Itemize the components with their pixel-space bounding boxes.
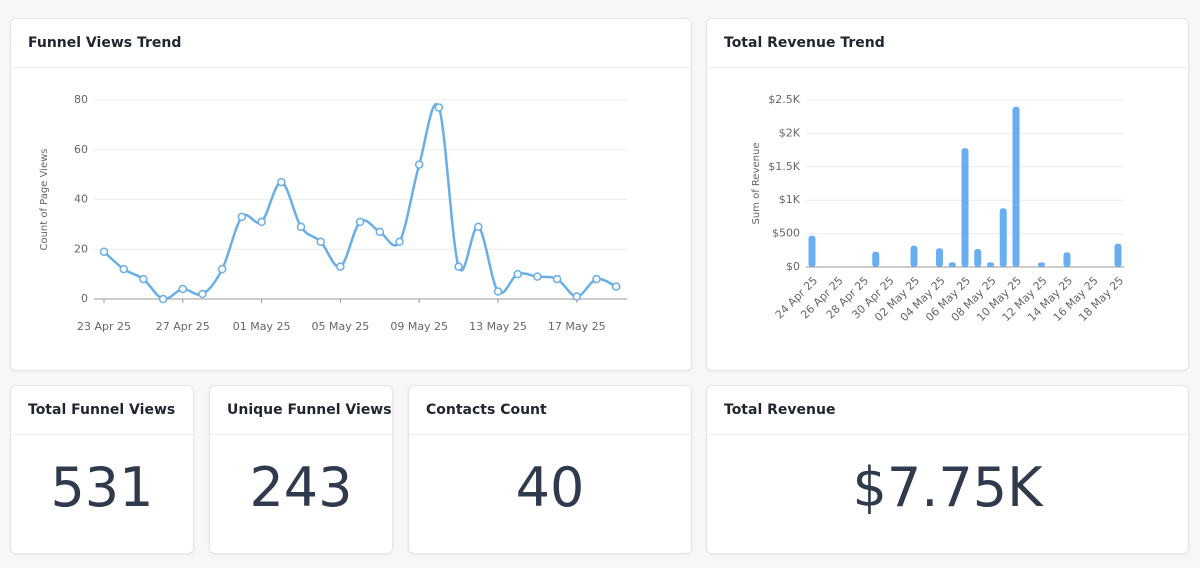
bar xyxy=(974,248,982,267)
point xyxy=(99,247,109,256)
bar xyxy=(1038,262,1045,267)
y-tick-label: 40 xyxy=(74,193,88,206)
point xyxy=(296,222,306,232)
bar xyxy=(961,148,969,267)
bar xyxy=(910,245,918,267)
point xyxy=(336,262,345,271)
point xyxy=(592,274,601,284)
point xyxy=(572,292,582,301)
bar xyxy=(872,251,880,267)
point xyxy=(237,212,247,222)
point xyxy=(355,217,365,227)
point xyxy=(257,217,266,227)
x-tick-label: 17 May 25 xyxy=(548,320,606,333)
point xyxy=(454,262,463,271)
x-tick-label: 05 May 25 xyxy=(312,320,370,333)
y-tick-label: 80 xyxy=(74,93,88,106)
point xyxy=(119,264,128,274)
y-tick-label: 20 xyxy=(74,242,88,255)
card-title: Total Revenue Trend xyxy=(707,19,1188,68)
y-tick-label: $1K xyxy=(779,193,801,206)
kpi-card: Total Revenue $7.75K xyxy=(706,385,1189,554)
kpi-card: Contacts Count 40 xyxy=(408,385,692,554)
point xyxy=(277,177,286,187)
card-title: Total Funnel Views xyxy=(11,386,193,435)
bar xyxy=(1063,252,1071,267)
bar xyxy=(936,248,943,267)
x-tick-label: 13 May 25 xyxy=(469,320,527,333)
point xyxy=(217,264,227,274)
kpi-value: 531 xyxy=(50,456,154,519)
card-title: Funnel Views Trend xyxy=(11,19,691,68)
kpi-value: $7.75K xyxy=(852,456,1043,519)
y-tick-label: $2.5K xyxy=(768,93,800,106)
point xyxy=(395,237,404,247)
y-tick-label: $500 xyxy=(772,227,800,240)
chart-card: Funnel Views Trend xyxy=(10,18,692,371)
bar xyxy=(987,262,994,267)
x-tick-label: 27 Apr 25 xyxy=(156,320,210,333)
y-axis-label: Sum of Revenue xyxy=(751,143,762,225)
y-tick-label: $1.5K xyxy=(768,160,800,173)
line xyxy=(103,103,617,301)
point xyxy=(474,222,483,232)
x-tick-label: 09 May 25 xyxy=(390,320,448,333)
point xyxy=(178,284,188,294)
y-tick-label: 0 xyxy=(81,292,88,305)
bar xyxy=(1012,106,1020,268)
y-tick-label: 60 xyxy=(74,143,88,156)
x-tick-label: 23 Apr 25 xyxy=(77,320,131,333)
kpi-card: Total Funnel Views 531 xyxy=(10,385,194,554)
bar xyxy=(948,262,956,267)
point xyxy=(198,289,207,299)
point xyxy=(158,294,168,304)
point xyxy=(375,227,385,237)
point xyxy=(414,160,424,169)
point xyxy=(139,274,148,284)
kpi-card: Unique Funnel Views 243 xyxy=(209,385,393,554)
y-tick-label: $0 xyxy=(786,260,800,273)
kpi-value: 40 xyxy=(515,456,585,519)
card-title: Unique Funnel Views xyxy=(210,386,392,435)
kpi-value: 243 xyxy=(249,456,353,519)
point xyxy=(316,237,325,247)
bar xyxy=(999,208,1007,267)
point xyxy=(533,272,542,281)
card-title: Contacts Count xyxy=(409,386,691,435)
bar xyxy=(808,235,816,267)
y-tick-label: $2K xyxy=(779,126,801,139)
point xyxy=(552,274,562,284)
point xyxy=(493,287,503,296)
point xyxy=(611,282,621,291)
card-title: Total Revenue xyxy=(707,386,1188,435)
point xyxy=(434,103,444,112)
point xyxy=(513,269,522,279)
chart-card: Total Revenue Trend xyxy=(706,18,1189,371)
bar xyxy=(1114,243,1122,267)
x-tick-label: 01 May 25 xyxy=(233,320,291,333)
y-axis-label: Count of Page Views xyxy=(39,148,50,250)
